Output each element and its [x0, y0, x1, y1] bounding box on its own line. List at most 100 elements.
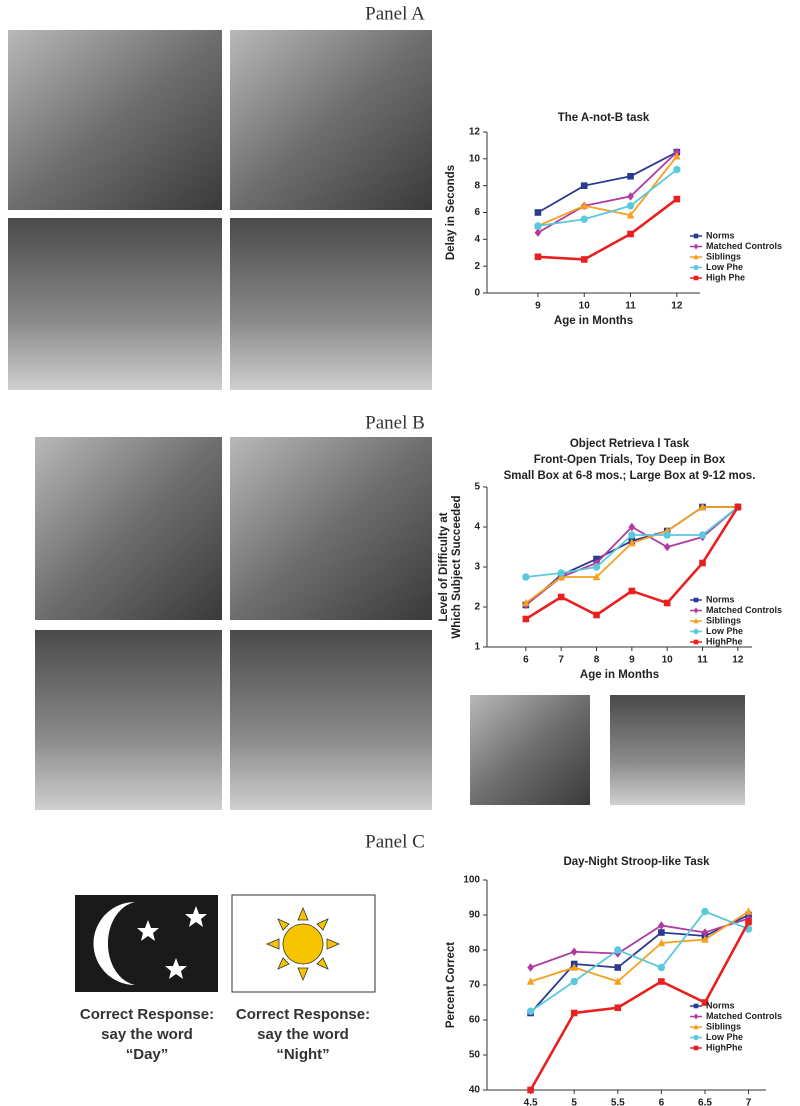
marker — [593, 558, 600, 568]
marker — [580, 256, 588, 263]
marker — [663, 542, 671, 552]
y-tick-label: 50 — [469, 1050, 481, 1061]
legend-label: Low Phe — [706, 626, 743, 636]
y-tick-label: 2 — [474, 261, 480, 272]
x-tick-label: 7 — [558, 655, 564, 666]
legend-label: Siblings — [706, 1021, 741, 1031]
y-tick-label: 40 — [469, 1085, 481, 1096]
marker — [570, 947, 578, 957]
y-tick-label: 12 — [469, 127, 481, 138]
marker — [628, 587, 636, 595]
photo — [230, 437, 432, 620]
series-line — [530, 917, 749, 969]
legend-marker — [693, 607, 699, 614]
y-tick-label: 100 — [463, 875, 480, 886]
marker — [592, 572, 601, 581]
chart: Object Retrieva l Task Front-Open Trials,… — [438, 438, 782, 681]
marker — [628, 522, 636, 532]
marker — [663, 531, 671, 539]
marker — [580, 215, 588, 223]
chart-subtitle: Front-Open Trials, Toy Deep in Box — [534, 454, 726, 466]
legend-label: Norms — [706, 1000, 735, 1010]
marker — [673, 165, 681, 174]
y-axis-label: Percent Correct — [445, 942, 457, 1028]
photo — [8, 218, 222, 390]
marker — [614, 946, 622, 954]
legend-marker — [693, 597, 699, 603]
marker — [628, 531, 636, 539]
x-tick-label: 6 — [659, 1098, 665, 1106]
caption: Correct Response: — [80, 1006, 214, 1023]
marker — [534, 228, 542, 237]
marker — [673, 195, 681, 203]
marker — [657, 938, 666, 947]
legend-label: HighPhe — [706, 1042, 743, 1052]
marker — [527, 1086, 534, 1094]
legend-label: Siblings — [706, 615, 741, 625]
x-tick-label: 5 — [571, 1098, 577, 1106]
marker — [699, 559, 706, 567]
marker — [534, 209, 542, 216]
marker — [734, 503, 742, 511]
marker — [570, 977, 578, 986]
x-tick-label: 11 — [697, 655, 708, 666]
marker — [698, 531, 707, 539]
marker — [614, 1004, 622, 1012]
chart-title: Day-Night Stroop-like Task — [563, 856, 710, 868]
y-tick-label: 10 — [469, 153, 481, 164]
panel-label: Panel A — [365, 3, 425, 24]
legend-label: Siblings — [706, 251, 741, 261]
legend-marker — [693, 233, 699, 239]
panel-label: Panel C — [365, 831, 425, 852]
marker — [673, 151, 681, 160]
series-line — [530, 910, 749, 1012]
marker — [592, 563, 601, 571]
marker — [570, 1009, 578, 1017]
x-tick-label: 11 — [625, 301, 636, 312]
y-axis-label: Delay in Seconds — [445, 165, 457, 260]
series-line — [537, 151, 678, 214]
marker — [701, 907, 709, 916]
x-axis-label: Age in Months — [580, 669, 659, 681]
marker — [657, 963, 666, 972]
marker — [658, 978, 665, 985]
night-card — [75, 895, 218, 992]
caption: say the word — [101, 1026, 193, 1043]
x-tick-label: 10 — [579, 301, 591, 312]
legend-marker — [693, 1013, 699, 1020]
chart-title: The A-not-B task — [558, 112, 650, 124]
x-tick-label: 6 — [523, 655, 529, 666]
legend-label: High Phe — [706, 272, 745, 282]
series-line — [537, 151, 678, 234]
series-line — [529, 914, 749, 1014]
y-tick-label: 80 — [469, 945, 481, 956]
legend-marker — [693, 617, 699, 624]
caption: say the word — [257, 1026, 349, 1043]
legend-label: Low Phe — [706, 1032, 743, 1042]
chart: Day-Night Stroop-like Task 40 50 60 70 80 90 10… — [445, 856, 782, 1106]
marker — [613, 977, 622, 985]
marker — [526, 1007, 535, 1015]
series-line — [529, 921, 750, 1091]
marker — [701, 999, 709, 1006]
x-tick-label: 9 — [629, 655, 635, 666]
y-tick-label: 60 — [469, 1015, 481, 1026]
legend-label: Norms — [706, 594, 735, 604]
y-tick-label: 4 — [474, 522, 480, 533]
x-tick-label: 5.5 — [611, 1098, 625, 1106]
marker — [570, 963, 578, 971]
photo — [35, 437, 222, 620]
marker — [626, 202, 635, 210]
marker — [658, 929, 665, 936]
chart-title: Object Retrieva l Task — [570, 438, 690, 450]
day-card — [231, 894, 376, 993]
y-axis-label: Level of Difficulty at — [438, 512, 450, 621]
y-tick-label: 3 — [474, 562, 480, 573]
marker — [627, 172, 634, 180]
y-tick-label: 70 — [469, 980, 481, 991]
x-tick-label: 4.5 — [524, 1098, 538, 1106]
marker — [701, 935, 709, 943]
marker — [593, 611, 600, 619]
marker — [557, 569, 565, 577]
y-tick-label: 1 — [474, 642, 480, 653]
